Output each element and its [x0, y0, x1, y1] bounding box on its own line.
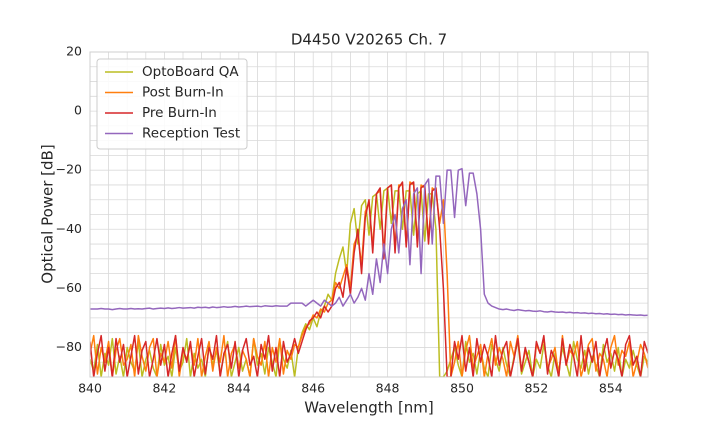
- x-tick-label: 854: [599, 381, 623, 396]
- legend-label: Pre Burn-In: [142, 105, 217, 121]
- plot-area: [90, 167, 648, 377]
- x-tick-label: 852: [524, 381, 548, 396]
- x-tick-label: 848: [376, 381, 400, 396]
- y-tick-label: −20: [56, 162, 82, 177]
- x-axis-label: Wavelength [nm]: [304, 399, 434, 417]
- legend-label: Reception Test: [142, 126, 240, 142]
- y-axis-label: Optical Power [dB]: [39, 144, 57, 283]
- legend-box: [96, 58, 248, 150]
- legend-label: Post Burn-In: [142, 85, 224, 101]
- chart-title: D4450 V20265 Ch. 7: [291, 31, 447, 49]
- legend-label: OptoBoard QA: [142, 64, 239, 80]
- y-tick-label: 20: [66, 44, 82, 59]
- axes-frame: [89, 51, 649, 378]
- x-tick-label: 842: [152, 381, 176, 396]
- x-tick-label: 846: [301, 381, 325, 396]
- x-tick-label: 840: [78, 381, 102, 396]
- y-tick-label: −80: [56, 339, 82, 354]
- series-line: [90, 167, 648, 317]
- legend: OptoBoard QA Post Burn-In Pre Burn-In Recep…: [96, 58, 248, 150]
- x-tick-label: 850: [450, 381, 474, 396]
- x-tick-label: 844: [227, 381, 251, 396]
- y-tick-label: −60: [56, 280, 82, 295]
- y-tick-label: −40: [56, 221, 82, 236]
- series-line: [90, 181, 648, 377]
- y-tick-label: 0: [74, 103, 82, 118]
